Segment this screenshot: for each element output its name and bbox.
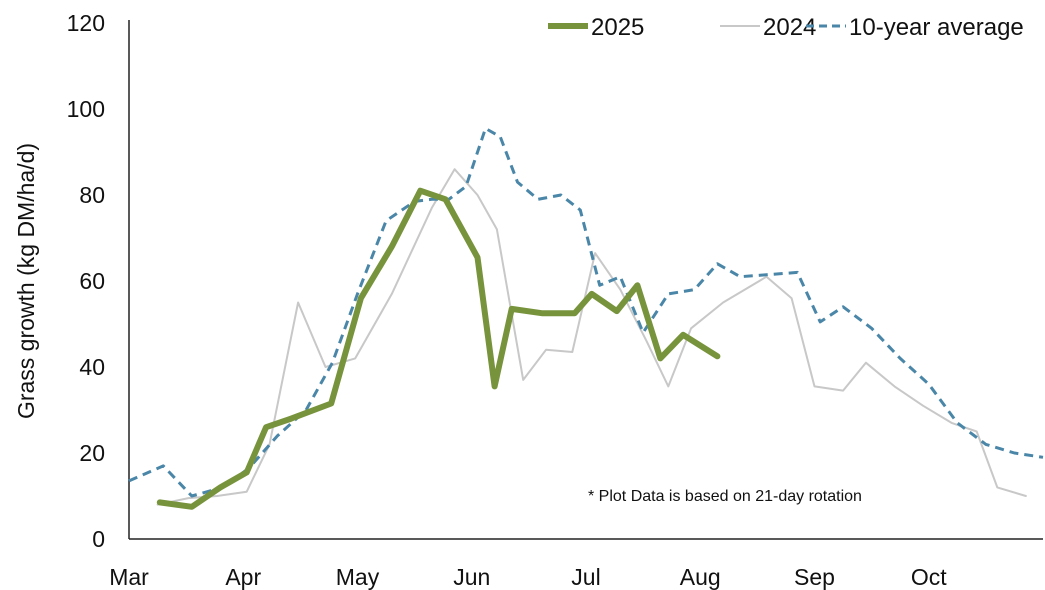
x-tick-label: Apr <box>225 564 261 590</box>
y-tick-label: 40 <box>79 354 105 380</box>
x-tick-label: Sep <box>794 564 835 590</box>
x-tick-label: Aug <box>680 564 721 590</box>
y-tick-label: 20 <box>79 440 105 466</box>
legend-label: 10-year average <box>849 14 1024 41</box>
series-line-2024 <box>156 168 1027 506</box>
y-tick-labels: 0 20 40 60 80 100 120 <box>67 10 105 552</box>
legend: 2025 2024 10-year average <box>548 14 1024 41</box>
x-tick-label: Mar <box>109 564 149 590</box>
y-axis-title: Grass growth (kg DM/ha/d) <box>13 143 39 419</box>
chart-note: * Plot Data is based on 21-day rotation <box>588 488 862 505</box>
x-tick-label: Jul <box>571 564 600 590</box>
x-tick-labels: Mar Apr May Jun Jul Aug Sep Oct <box>109 564 947 590</box>
x-tick-label: Oct <box>911 564 947 590</box>
y-tick-label: 80 <box>79 182 105 208</box>
y-tick-label: 0 <box>92 526 105 552</box>
series-lines <box>128 126 1044 510</box>
y-tick-label: 60 <box>79 268 105 294</box>
y-tick-label: 120 <box>67 10 105 36</box>
legend-label: 2025 <box>591 14 644 41</box>
series-line-2025 <box>156 187 721 510</box>
series-line-10-year-average <box>128 126 1044 498</box>
x-tick-label: May <box>336 564 380 590</box>
x-tick-label: Jun <box>453 564 490 590</box>
y-tick-label: 100 <box>67 96 105 122</box>
